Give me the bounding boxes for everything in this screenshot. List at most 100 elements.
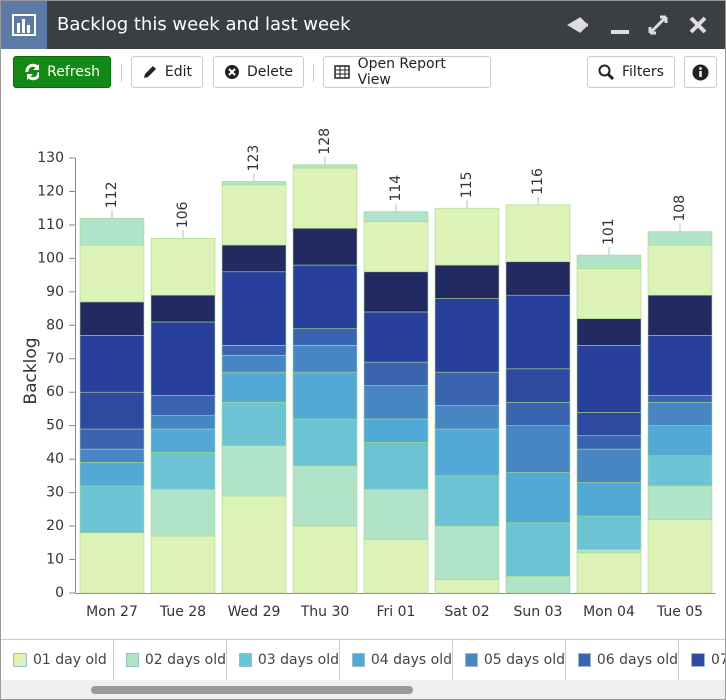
bar-segment	[505, 575, 571, 594]
bar-segment	[150, 452, 216, 490]
legend-label: 01 day old	[33, 652, 107, 668]
filters-label: Filters	[622, 64, 664, 80]
bar-segment	[221, 345, 287, 356]
bar-segment	[221, 495, 287, 594]
bar-segment	[79, 244, 145, 303]
edit-label: Edit	[164, 64, 192, 80]
bar-segment	[576, 435, 642, 450]
table-icon	[334, 65, 350, 79]
legend-swatch	[691, 653, 705, 667]
y-tick-label: 110	[37, 217, 64, 233]
legend-item[interactable]: 07	[679, 640, 725, 680]
info-button[interactable]	[684, 56, 717, 88]
bar-segment	[79, 462, 145, 487]
window-controls[interactable]	[566, 13, 716, 39]
bar-segment	[292, 167, 358, 229]
y-tick-label: 60	[46, 384, 64, 400]
bar-segment	[292, 227, 358, 266]
y-tick-label: 130	[37, 150, 64, 166]
bar-segment	[434, 428, 500, 477]
bar-segment	[221, 271, 287, 346]
bar-segment	[434, 298, 500, 373]
refresh-button[interactable]: Refresh	[13, 56, 111, 88]
x-tick-label: Tue 05	[656, 604, 703, 620]
legend-label: 02 days old	[144, 652, 226, 668]
bar-segment	[576, 549, 642, 554]
bar-segment	[150, 294, 216, 323]
scroll-thumb[interactable]	[91, 686, 413, 694]
bar-segment	[576, 448, 642, 483]
bar-segment	[576, 254, 642, 269]
report-icon	[1, 1, 47, 49]
scrollbar[interactable]	[1, 680, 725, 699]
chart: Backlog 0 10 20 30 40 50 60 70 80 90 100 110 120 130 M…	[21, 128, 716, 620]
bar-segment	[647, 485, 713, 520]
legend-item[interactable]: 05 days old	[453, 640, 566, 680]
delete-button[interactable]: Delete	[213, 56, 304, 88]
y-tick-label: 10	[46, 552, 64, 568]
y-tick-label: 30	[46, 485, 64, 501]
bar-segment	[363, 442, 429, 490]
total-label: 114	[388, 175, 404, 202]
bar-segment	[292, 164, 358, 169]
legend-item[interactable]: 03 days old	[227, 640, 340, 680]
bar-segment	[221, 184, 287, 246]
bar-segment	[150, 321, 216, 396]
refresh-icon	[25, 63, 40, 81]
x-tick-label: Mon 04	[583, 604, 635, 620]
bar-segment	[363, 361, 429, 386]
bar-segment	[363, 418, 429, 443]
legend-swatch	[578, 653, 591, 667]
total-label: 112	[104, 181, 120, 208]
bar-segment	[505, 261, 571, 296]
bar-segment	[434, 405, 500, 430]
legend-item[interactable]: 06 days old	[566, 640, 679, 680]
info-icon	[692, 64, 709, 80]
bar-segment	[150, 428, 216, 453]
bar-segment	[292, 418, 358, 467]
bar-segment	[576, 515, 642, 550]
legend-label: 06 days old	[596, 652, 678, 668]
bar-segment	[363, 385, 429, 420]
total-label: 108	[672, 195, 688, 222]
bar-segment	[79, 448, 145, 463]
bar-segment	[150, 535, 216, 594]
bar-segment	[363, 488, 429, 540]
open-report-view-button[interactable]: Open Report View	[323, 56, 491, 88]
bar-segment	[647, 244, 713, 296]
legend-item[interactable]: 04 days old	[340, 640, 453, 680]
x-tick-label: Sat 02	[444, 604, 489, 620]
bar-segment	[150, 488, 216, 537]
bar-segment	[292, 328, 358, 346]
bar-segment	[150, 395, 216, 416]
bar-segment	[576, 552, 642, 594]
bar-segment	[150, 238, 216, 296]
y-tick-label: 100	[37, 250, 64, 266]
filters-button[interactable]: Filters	[587, 56, 675, 88]
bar-segment	[647, 335, 713, 396]
bar-icon	[12, 14, 36, 36]
bar-segment	[505, 522, 571, 577]
bar-segment	[292, 465, 358, 527]
bar-segment	[221, 244, 287, 273]
x-tick-label: Thu 30	[300, 604, 350, 620]
y-axis-label: Backlog	[21, 337, 41, 404]
bar-segment	[647, 395, 713, 403]
search-icon	[598, 64, 614, 80]
bar-segment	[647, 231, 713, 246]
bar-segment	[79, 217, 145, 246]
legend-label: 04 days old	[370, 652, 452, 668]
legend-item[interactable]: 02 days old	[114, 640, 227, 680]
y-tick-label: 50	[46, 418, 64, 434]
edit-button[interactable]: Edit	[131, 56, 203, 88]
legend-item[interactable]: 01 day old	[1, 640, 114, 680]
x-tick-label: Wed 29	[228, 604, 281, 620]
legend: 01 day old 02 days old 03 days old 04 days …	[1, 639, 725, 680]
legend-label: 05 days old	[483, 652, 565, 668]
bar-segment	[79, 391, 145, 430]
bar-segment	[434, 525, 500, 580]
title-bar: Backlog this week and last week	[1, 1, 725, 49]
bar-segment	[363, 271, 429, 313]
x-tick-label: Mon 27	[86, 604, 138, 620]
bar-segment	[79, 428, 145, 450]
